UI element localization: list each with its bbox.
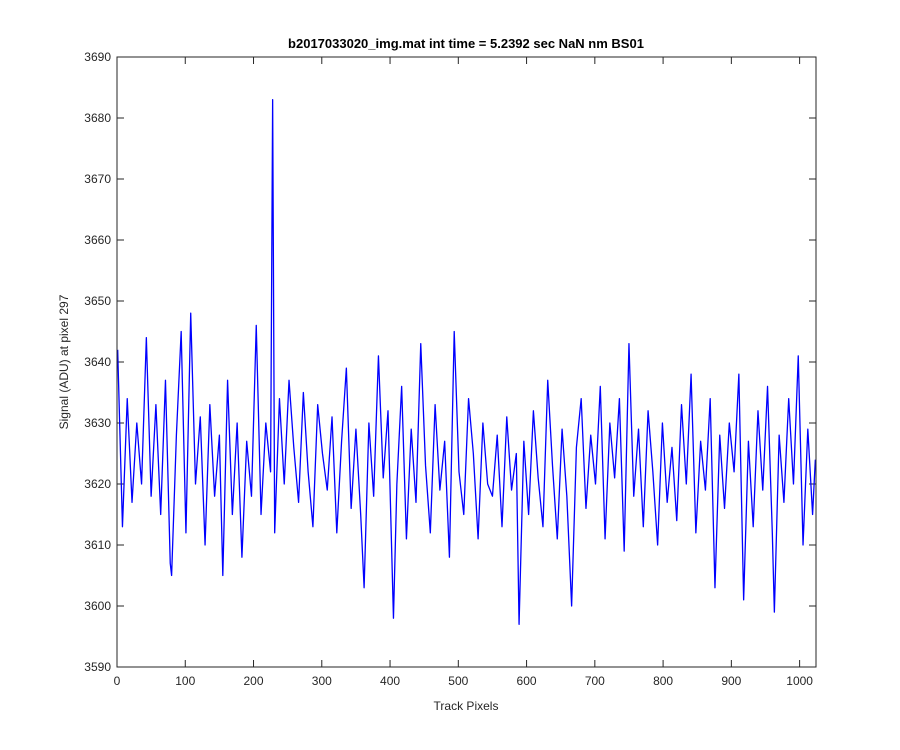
x-tick-label: 200 xyxy=(244,674,264,688)
y-tick-label: 3670 xyxy=(84,172,111,186)
x-tick-label: 300 xyxy=(312,674,332,688)
data-line xyxy=(117,99,816,625)
y-tick-label: 3610 xyxy=(84,538,111,552)
y-tick-label: 3680 xyxy=(84,111,111,125)
x-tick-label: 100 xyxy=(175,674,195,688)
x-tick-label: 800 xyxy=(653,674,673,688)
x-tick-label: 700 xyxy=(585,674,605,688)
x-tick-label: 900 xyxy=(721,674,741,688)
y-tick-label: 3620 xyxy=(84,477,111,491)
x-tick-label: 600 xyxy=(517,674,537,688)
y-tick-label: 3660 xyxy=(84,233,111,247)
axes-box xyxy=(116,56,817,668)
y-tick-label: 3640 xyxy=(84,355,111,369)
chart-title: b2017033020_img.mat int time = 5.2392 se… xyxy=(288,36,644,51)
y-axis-label: Signal (ADU) at pixel 297 xyxy=(57,294,71,429)
x-tick-label: 1000 xyxy=(786,674,813,688)
x-axis-label: Track Pixels xyxy=(434,699,499,713)
x-tick-label: 500 xyxy=(448,674,468,688)
y-tick-label: 3630 xyxy=(84,416,111,430)
y-tick-label: 3600 xyxy=(84,599,111,613)
plot-area xyxy=(117,57,816,667)
x-tick-label: 400 xyxy=(380,674,400,688)
y-tick-label: 3650 xyxy=(84,294,111,308)
y-tick-label: 3590 xyxy=(84,660,111,674)
x-tick-label: 0 xyxy=(114,674,121,688)
y-tick-label: 3690 xyxy=(84,50,111,64)
